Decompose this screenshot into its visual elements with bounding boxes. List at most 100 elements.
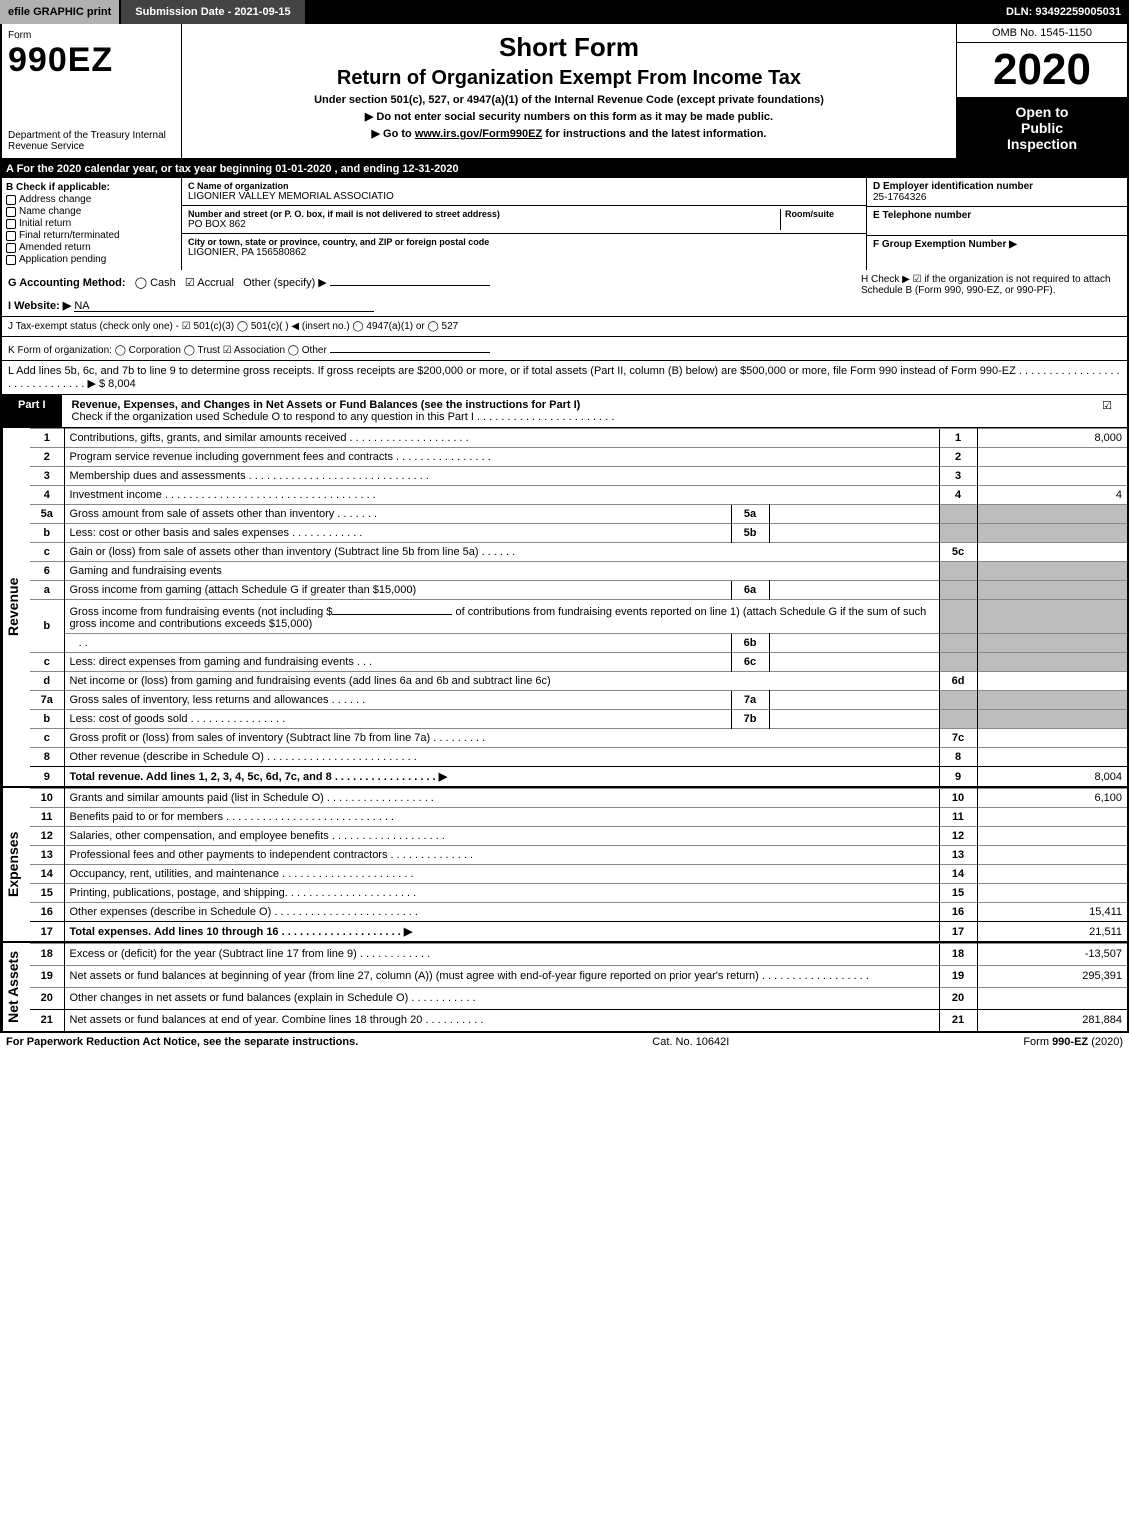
checkbox-application-pending[interactable] <box>6 255 16 265</box>
checkbox-name-change[interactable] <box>6 207 16 217</box>
irs-link[interactable]: www.irs.gov/Form990EZ <box>415 128 542 140</box>
i-label: I Website: ▶ <box>8 300 71 312</box>
line-7c-desc: Gross profit or (loss) from sales of inv… <box>70 732 431 744</box>
line-17-amount: 21,511 <box>977 922 1127 942</box>
line-19-desc: Net assets or fund balances at beginning… <box>70 970 759 982</box>
form-number: 990EZ <box>8 41 175 80</box>
warning-line: Do not enter social security numbers on … <box>188 110 950 123</box>
g-other: Other (specify) ▶ <box>243 277 327 289</box>
checkbox-final-return[interactable] <box>6 231 16 241</box>
open-line3: Inspection <box>961 136 1123 152</box>
label-address-change: Address change <box>19 194 91 205</box>
line-9-desc: Total revenue. Add lines 1, 2, 3, 4, 5c,… <box>70 771 332 783</box>
line-13-desc: Professional fees and other payments to … <box>70 849 388 861</box>
return-title: Return of Organization Exempt From Incom… <box>188 67 950 90</box>
expenses-vlabel: Expenses <box>2 788 30 941</box>
part1-checkbox[interactable]: ☑ <box>1087 395 1127 427</box>
line-6d-desc: Net income or (loss) from gaming and fun… <box>70 675 551 687</box>
line-11-desc: Benefits paid to or for members <box>70 811 223 823</box>
c-city-label: City or town, state or province, country… <box>188 237 860 247</box>
tel-label: E Telephone number <box>873 210 1121 221</box>
label-name-change: Name change <box>19 206 81 217</box>
line-14-desc: Occupancy, rent, utilities, and maintena… <box>70 868 280 880</box>
footer-formref: Form 990-EZ (2020) <box>1023 1036 1123 1048</box>
line-11-amount <box>977 808 1127 827</box>
dln-label: DLN: 93492259005031 <box>998 0 1129 24</box>
group-label: F Group Exemption Number ▶ <box>873 239 1121 250</box>
top-bar: efile GRAPHIC print Submission Date - 20… <box>0 0 1129 24</box>
checkbox-amended-return[interactable] <box>6 243 16 253</box>
row-j: J Tax-exempt status (check only one) - ☑… <box>0 317 1129 337</box>
c-name-label: C Name of organization <box>188 181 860 191</box>
ein-value: 25-1764326 <box>873 192 1121 203</box>
line-19-amount: 295,391 <box>977 965 1127 987</box>
goto-suffix: for instructions and the latest informat… <box>542 128 766 140</box>
line-8-desc: Other revenue (describe in Schedule O) <box>70 751 264 763</box>
k-other-field[interactable] <box>330 341 490 353</box>
part1-header: Part I Revenue, Expenses, and Changes in… <box>0 395 1129 428</box>
revenue-section: Revenue 1Contributions, gifts, grants, a… <box>0 428 1129 788</box>
line-7c-amount <box>977 729 1127 748</box>
line-a: A For the 2020 calendar year, or tax yea… <box>0 160 1129 178</box>
revenue-vlabel: Revenue <box>2 428 30 786</box>
footer: For Paperwork Reduction Act Notice, see … <box>0 1033 1129 1051</box>
label-initial-return: Initial return <box>19 218 71 229</box>
line-3-amount <box>977 467 1127 486</box>
line-6c-desc: Less: direct expenses from gaming and fu… <box>70 656 354 668</box>
line-3-desc: Membership dues and assessments <box>70 470 246 482</box>
efile-print-button[interactable]: efile GRAPHIC print <box>0 0 121 24</box>
row-l: L Add lines 5b, 6c, and 7b to line 9 to … <box>0 361 1129 395</box>
short-form-title: Short Form <box>188 32 950 63</box>
goto-prefix: Go to <box>383 128 415 140</box>
g-label: G Accounting Method: <box>8 277 126 289</box>
line-6-desc: Gaming and fundraising events <box>70 565 222 577</box>
h-text: H Check ▶ ☑ if the organization is not r… <box>861 274 1121 296</box>
line-1-desc: Contributions, gifts, grants, and simila… <box>70 432 347 444</box>
line-4-desc: Investment income <box>70 489 162 501</box>
line-6a-desc: Gross income from gaming (attach Schedul… <box>70 584 417 596</box>
line-20-desc: Other changes in net assets or fund bala… <box>70 992 409 1004</box>
row-l-text: L Add lines 5b, 6c, and 7b to line 9 to … <box>8 365 1120 390</box>
website-field: NA <box>74 300 374 312</box>
footer-catno: Cat. No. 10642I <box>652 1036 729 1048</box>
tax-year: 2020 <box>957 43 1127 98</box>
part1-title: Revenue, Expenses, and Changes in Net As… <box>72 399 1087 411</box>
org-name: LIGONIER VALLEY MEMORIAL ASSOCIATIO <box>188 191 860 202</box>
c-street-label: Number and street (or P. O. box, if mail… <box>188 209 780 219</box>
block-bcdef: B Check if applicable: Address change Na… <box>0 178 1129 270</box>
row-k-text: K Form of organization: ◯ Corporation ◯ … <box>8 345 327 356</box>
g-accrual: Accrual <box>197 277 234 289</box>
line-4-amount: 4 <box>977 486 1127 505</box>
row-ghi: G Accounting Method: ◯ Cash ☑ Accrual Ot… <box>0 270 1129 317</box>
line-8-amount <box>977 748 1127 767</box>
line-14-amount <box>977 865 1127 884</box>
open-to-public-box: Open to Public Inspection <box>957 98 1127 158</box>
checkbox-initial-return[interactable] <box>6 219 16 229</box>
line-6b-field[interactable] <box>332 603 452 615</box>
subtitle-line: Under section 501(c), 527, or 4947(a)(1)… <box>188 94 950 106</box>
netassets-vlabel: Net Assets <box>2 943 30 1031</box>
omb-number: OMB No. 1545-1150 <box>957 24 1127 43</box>
row-l-amount: 8,004 <box>108 378 136 390</box>
line-9-amount: 8,004 <box>977 767 1127 787</box>
org-city: LIGONIER, PA 156580862 <box>188 247 860 258</box>
line-21-amount: 281,884 <box>977 1009 1127 1030</box>
part1-sub: Check if the organization used Schedule … <box>72 411 1087 423</box>
form-header: Form 990EZ Department of the Treasury In… <box>0 24 1129 160</box>
g-other-field[interactable] <box>330 274 490 286</box>
line-7a-desc: Gross sales of inventory, less returns a… <box>70 694 329 706</box>
line-6b-desc1: Gross income from fundraising events (no… <box>70 606 333 618</box>
open-line2: Public <box>961 120 1123 136</box>
g-cash: Cash <box>150 277 176 289</box>
label-final-return: Final return/terminated <box>19 230 120 241</box>
form-word: Form <box>8 30 175 41</box>
checkbox-address-change[interactable] <box>6 195 16 205</box>
room-label: Room/suite <box>785 209 860 219</box>
open-line1: Open to <box>961 104 1123 120</box>
part1-tab: Part I <box>2 395 62 427</box>
submission-date-button[interactable]: Submission Date - 2021-09-15 <box>121 0 306 24</box>
line-12-amount <box>977 827 1127 846</box>
line-13-amount <box>977 846 1127 865</box>
line-2-amount <box>977 448 1127 467</box>
netassets-section: Net Assets 18Excess or (deficit) for the… <box>0 943 1129 1033</box>
